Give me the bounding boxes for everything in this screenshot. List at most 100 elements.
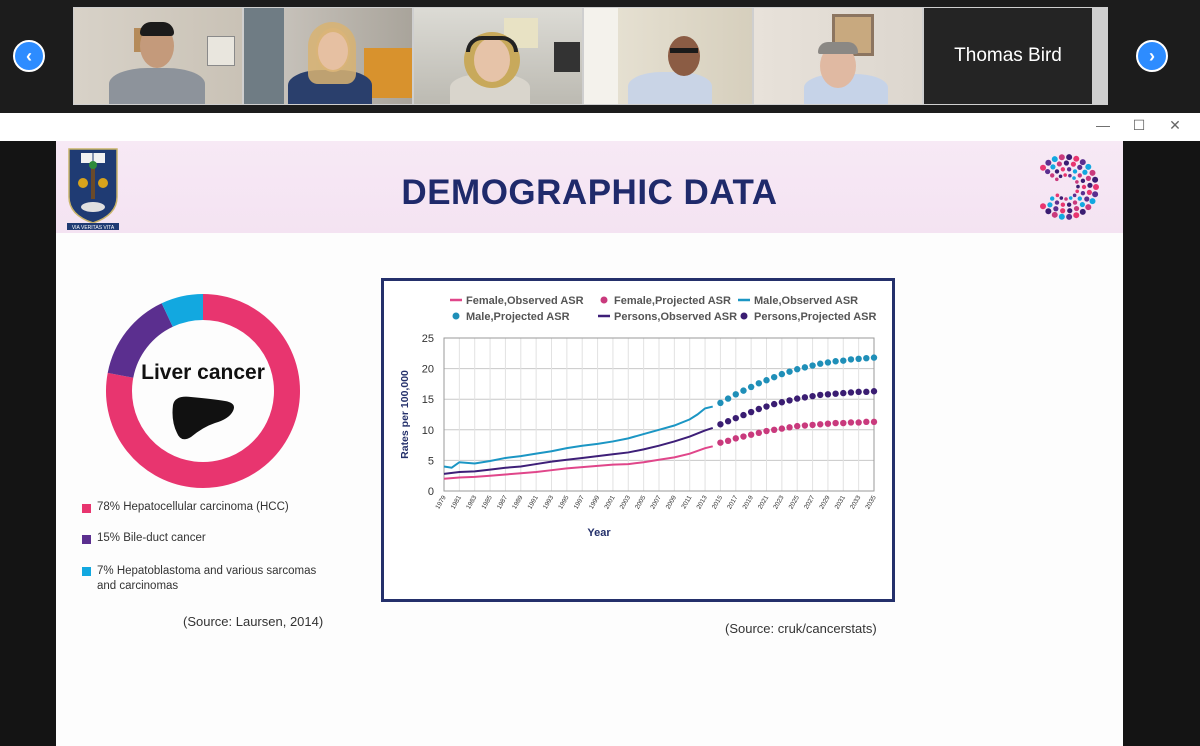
x-tick-label: 2011 bbox=[680, 494, 693, 510]
logo-dot bbox=[1040, 203, 1047, 210]
series-point-1 bbox=[717, 439, 724, 446]
series-point-5 bbox=[840, 389, 847, 397]
x-tick-label: 1993 bbox=[542, 494, 555, 510]
series-point-3 bbox=[770, 373, 778, 381]
series-point-1 bbox=[847, 419, 855, 426]
logo-dot bbox=[1079, 201, 1085, 208]
logo-dot bbox=[1087, 182, 1093, 188]
previous-page-button[interactable]: ‹ bbox=[13, 40, 45, 72]
logo-dot bbox=[1067, 208, 1073, 214]
participant-video-3[interactable] bbox=[414, 8, 582, 104]
series-point-3 bbox=[870, 354, 878, 361]
participant-tile-thomas-bird[interactable]: Thomas Bird bbox=[924, 8, 1092, 104]
logo-dot bbox=[1040, 164, 1047, 171]
legend-marker bbox=[740, 312, 748, 320]
logo-dot bbox=[1068, 173, 1072, 178]
series-point-3 bbox=[732, 391, 739, 398]
donut-segment-0 bbox=[106, 294, 300, 488]
participant-thumbnails: Thomas Bird bbox=[73, 7, 1108, 105]
participant-video-2[interactable] bbox=[244, 8, 412, 104]
series-point-5 bbox=[770, 400, 778, 408]
x-tick-label: 1989 bbox=[511, 494, 524, 510]
next-page-button[interactable]: › bbox=[1136, 40, 1168, 72]
minimize-button[interactable]: — bbox=[1096, 117, 1110, 133]
logo-dot bbox=[1080, 178, 1086, 184]
series-point-5 bbox=[824, 391, 832, 398]
logo-dot bbox=[1051, 211, 1058, 218]
logo-dot bbox=[1060, 167, 1066, 172]
liver-cancer-incidence-chart: 0 5 10 15 20 25 1979 1981 1983 1985 1987 1989 1991 19… bbox=[381, 278, 895, 602]
donut-legend-bile-duct: 15% Bile-duct cancer bbox=[82, 532, 332, 544]
logo-dot bbox=[1058, 213, 1065, 220]
logo-dot bbox=[1059, 196, 1064, 200]
logo-dot bbox=[1068, 196, 1073, 200]
participant-video-1[interactable] bbox=[74, 8, 242, 104]
x-tick-label: 2031 bbox=[834, 494, 847, 510]
series-point-1 bbox=[824, 420, 832, 427]
series-point-5 bbox=[863, 388, 870, 396]
series-point-5 bbox=[847, 389, 855, 396]
participant-video-4[interactable] bbox=[584, 8, 752, 104]
logo-dot bbox=[1085, 163, 1092, 170]
series-point-5 bbox=[724, 418, 732, 425]
logo-dot bbox=[1060, 208, 1066, 214]
close-button[interactable]: ✕ bbox=[1169, 117, 1181, 133]
logo-dot bbox=[1092, 191, 1099, 198]
logo-dot bbox=[1064, 197, 1068, 201]
x-axis-label: Year bbox=[587, 527, 611, 539]
logo-dot bbox=[1082, 169, 1088, 175]
liver-icon bbox=[172, 396, 234, 440]
legend-text: 15% Bile-duct cancer bbox=[97, 532, 206, 544]
logo-dot bbox=[1050, 196, 1055, 201]
series-point-5 bbox=[717, 421, 724, 428]
series-point-3 bbox=[778, 370, 786, 378]
x-tick-label: 2009 bbox=[665, 494, 678, 510]
x-tick-label: 1981 bbox=[450, 494, 463, 510]
series-point-5 bbox=[855, 388, 862, 396]
logo-dot bbox=[1063, 173, 1067, 177]
series-point-3 bbox=[824, 359, 832, 366]
y-tick-label: 0 bbox=[428, 486, 434, 498]
x-tick-label: 2025 bbox=[788, 494, 801, 510]
y-tick-label: 20 bbox=[422, 364, 434, 376]
series-point-3 bbox=[840, 357, 847, 364]
series-point-1 bbox=[840, 419, 847, 427]
series-point-5 bbox=[747, 408, 755, 416]
legend-text: 78% Hepatocellular carcinoma (HCC) bbox=[97, 501, 289, 513]
y-tick-label: 10 bbox=[422, 425, 434, 437]
legend-marker bbox=[600, 296, 608, 304]
maximize-button[interactable]: ☐ bbox=[1132, 117, 1146, 133]
series-line-2 bbox=[443, 405, 713, 469]
series-point-1 bbox=[732, 435, 739, 442]
logo-dot bbox=[1045, 168, 1051, 175]
series-point-1 bbox=[809, 421, 816, 429]
slide-header-band bbox=[56, 141, 1123, 233]
legend-swatch bbox=[82, 535, 91, 544]
x-tick-label: 1995 bbox=[557, 494, 570, 510]
series-point-1 bbox=[747, 431, 755, 438]
logo-dot bbox=[1045, 159, 1052, 166]
series-point-1 bbox=[801, 422, 809, 429]
logo-dot bbox=[1073, 212, 1080, 219]
series-point-5 bbox=[832, 390, 839, 397]
series-point-5 bbox=[786, 397, 793, 404]
logo-dot bbox=[1085, 204, 1092, 211]
series-point-3 bbox=[755, 380, 763, 387]
series-point-3 bbox=[863, 354, 870, 362]
x-tick-label: 1979 bbox=[434, 494, 447, 510]
series-point-5 bbox=[732, 414, 739, 422]
logo-dot bbox=[1072, 176, 1076, 180]
series-point-5 bbox=[794, 395, 801, 402]
series-point-5 bbox=[763, 403, 770, 410]
logo-dot bbox=[1077, 196, 1082, 201]
series-point-3 bbox=[817, 360, 824, 367]
logo-dot bbox=[1073, 155, 1080, 162]
series-point-3 bbox=[847, 356, 855, 363]
cancer-research-logo bbox=[1040, 154, 1099, 220]
participant-video-5[interactable] bbox=[754, 8, 922, 104]
y-tick-label: 5 bbox=[428, 455, 434, 467]
plot-border bbox=[443, 337, 875, 492]
x-tick-label: 2001 bbox=[603, 494, 616, 510]
donut-segment-1 bbox=[107, 303, 174, 379]
donut-legend-hcc: 78% Hepatocellular carcinoma (HCC) bbox=[82, 501, 332, 513]
